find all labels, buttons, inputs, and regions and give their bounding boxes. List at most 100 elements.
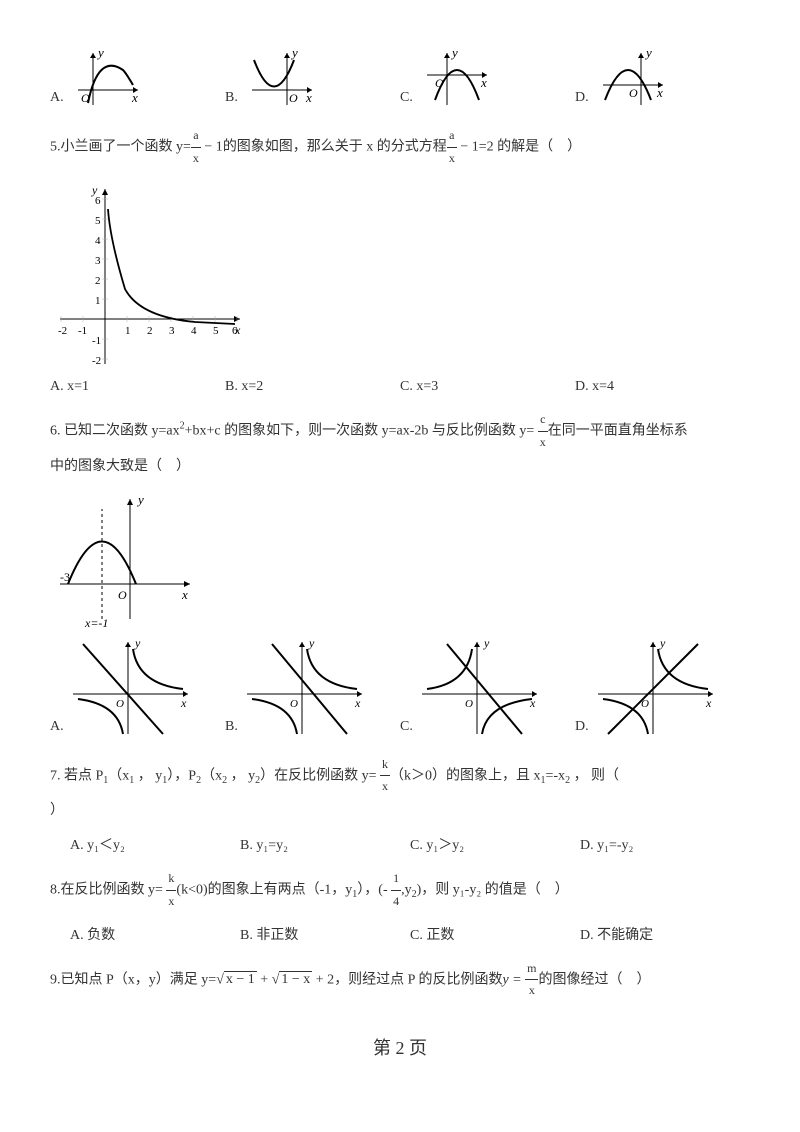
q7-t1: 7. 若点 P [50,768,103,783]
svg-text:5: 5 [213,325,219,337]
svg-text:O: O [465,698,473,710]
svg-text:y: y [134,636,141,650]
svg-text:y: y [659,636,666,650]
q6-opt-a-label: A. [50,714,64,744]
q9-mid: ，则经过点 P 的反比例函数 [334,972,502,987]
q4-opt-b-label: B. [225,85,238,115]
svg-text:5: 5 [95,215,101,227]
q5-mid: 的图象如图，那么关于 x 的分式方程 [223,139,447,154]
svg-text:O: O [629,86,638,100]
q5-opt-b: B. x=2 [225,374,400,399]
q7-t10: ， 则（ [570,768,619,783]
q8-opt-c: C. 正数 [410,923,580,948]
q8-f2d: 4 [391,891,401,913]
q4-options: A. x y O B. x y O C. x y O [50,45,750,115]
svg-text:O: O [116,698,124,710]
q9-s1: x − 1 [224,971,257,987]
q8-opt-d: D. 不能确定 [580,923,750,948]
q7-t11: ） [50,798,750,823]
q8-f2n: 1 [391,868,401,891]
q6-opt-b-label: B. [225,714,238,744]
q5-suffix: =2 的解是（ ） [479,139,581,154]
q5-opt-a: A. x=1 [50,374,225,399]
q8-opt-b: B. 非正数 [240,923,410,948]
svg-text:x: x [705,696,712,710]
q7-opt-b: B. y₁=y₂ [240,833,410,858]
q4-graph-c: x y O [417,45,497,115]
q9-fd: x [525,980,538,1002]
svg-text:6: 6 [232,325,238,337]
svg-text:O: O [290,698,298,710]
q9-p1: + [257,972,272,987]
q5-prefix: 5.小兰画了一个函数 y= [50,139,191,154]
svg-text:-1: -1 [92,335,101,347]
q8-opt-a: A. 负数 [70,923,240,948]
q5-options: A. x=1 B. x=2 C. x=3 D. x=4 [50,374,750,399]
q9-pre: 9.已知点 P（x，y）满足 y= [50,972,216,987]
q9-fn: m [525,958,538,981]
svg-text:6: 6 [95,195,101,207]
svg-text:x: x [181,587,188,602]
svg-text:x: x [529,696,536,710]
q7-t9: =-x [546,768,566,783]
q7-t4: ），P [167,768,196,783]
q5-m1: − 1 [201,139,223,154]
svg-text:1: 1 [125,325,131,337]
q7-fd: x [380,776,390,798]
q9-text: 9.已知点 P（x，y）满足 y=√x − 1 + √1 − x + 2，则经过… [50,958,750,1002]
q7-t3: ， y [134,768,162,783]
q6-graph-d: xyO [593,634,723,744]
q5-frac1-d: x [191,148,201,170]
q5-frac1-n: a [191,125,201,148]
q7-t6: ， y [227,768,255,783]
q7-opt-d: D. y₁=-y₂ [580,833,750,858]
svg-text:2: 2 [95,275,101,287]
q4-graph-b: x y O [242,45,322,115]
q7-t8: （k＞0）的图象上，且 x [390,768,541,783]
svg-text:3: 3 [169,325,175,337]
q5-graph: x y -1-2 123456 123456 -1-2 [50,179,750,369]
svg-text:y: y [96,45,104,60]
q7-text: 7. 若点 P1（x1 ， y1），P2（x2 ， y2）在反比例函数 y= k… [50,754,750,823]
svg-text:x: x [656,85,663,100]
q4-graph-d: x y O [593,45,673,115]
q7-t7: ）在反比例函数 y= [260,768,380,783]
svg-text:x=-1: x=-1 [84,616,108,629]
q9-p2: + 2 [312,972,334,987]
svg-text:y: y [290,45,298,60]
q8-pre: 8.在反比例函数 y= [50,883,166,898]
q4-opt-a-label: A. [50,85,64,115]
q9-eq: y = [502,972,525,987]
svg-text:x: x [480,75,487,90]
q9-post: 的图像经过（ ） [538,972,650,987]
svg-text:O: O [289,91,298,105]
svg-text:-1: -1 [78,325,87,337]
q5-opt-c: C. x=3 [400,374,575,399]
svg-text:4: 4 [191,325,197,337]
q6-graph-c: xyO [417,634,547,744]
q8-text: 8.在反比例函数 y= kx(k<0)的图象上有两点（-1，y1），(- 14,… [50,868,750,912]
q5-text: 5.小兰画了一个函数 y=ax − 1的图象如图，那么关于 x 的分式方程ax … [50,125,750,169]
q6-graph-a: xyO [68,634,198,744]
q8-m2: ），(- [357,883,391,898]
q5-opt-d: D. x=4 [575,374,750,399]
q6-fd: x [538,432,548,454]
svg-text:4: 4 [95,235,101,247]
svg-text:x: x [131,90,138,105]
q6-options: A. xyO B. xyO C. xyO [50,634,750,744]
svg-text:x: x [305,90,312,105]
svg-text:3: 3 [95,255,101,267]
q8-post: )，则 y₁-y₂ 的值是（ ） [417,883,569,898]
q6-opt-d-label: D. [575,714,589,744]
q5-frac2-n: a [447,125,457,148]
svg-text:y: y [136,492,144,507]
q4-graph-a: x y O [68,45,148,115]
q6-l1c: 在同一平面直角坐标系 [548,424,688,439]
svg-text:-2: -2 [92,355,101,367]
q4-opt-c-label: C. [400,85,413,115]
q6-l1a: 6. 已知二次函数 y=ax [50,424,180,439]
q6-l2: 中的图象大致是（ ） [50,454,750,479]
q7-opt-c: C. y₁＞y₂ [410,833,580,858]
page-footer: 第 2 页 [50,1032,750,1064]
q7-opt-a: A. y₁＜y₂ [70,833,240,858]
